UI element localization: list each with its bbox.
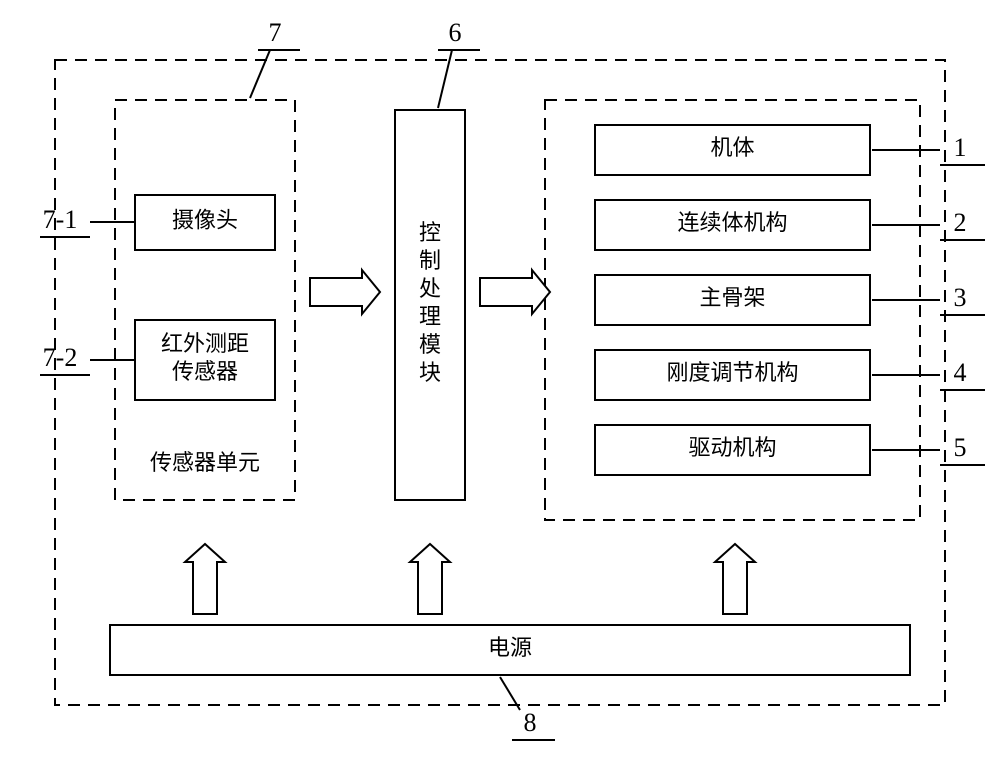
sensor-unit-box: [115, 100, 295, 500]
power-label: 电源: [488, 635, 532, 660]
callout-7-2: 7-2: [43, 343, 78, 372]
block-diagram: 摄像头红外测距传感器传感器单元 控制处理模块 机体连续体机构主骨架刚度调节机构驱动机…: [0, 0, 1000, 758]
camera-label: 摄像头: [172, 208, 238, 233]
controller-label-5: 块: [419, 360, 441, 385]
controller-label-4: 模: [419, 332, 441, 357]
sensor-unit-title: 传感器单元: [150, 450, 260, 475]
ir-label-2: 传感器: [172, 359, 238, 384]
callout-6: 6: [449, 18, 462, 47]
callout-2: 2: [954, 208, 967, 237]
flow-arrow-up: [715, 544, 755, 614]
controller-label-0: 控: [419, 220, 441, 245]
callout-1: 1: [954, 133, 967, 162]
flow-arrow-right: [480, 270, 550, 314]
ir-label-1: 红外测距: [161, 331, 249, 356]
controller-label-3: 理: [419, 304, 441, 329]
right-item-label-0: 机体: [710, 135, 754, 160]
right-item-label-4: 驱动机构: [688, 435, 776, 460]
callout-8: 8: [524, 708, 537, 737]
right-item-label-1: 连续体机构: [677, 210, 787, 235]
leader-line: [438, 50, 452, 108]
leader-line: [250, 50, 270, 98]
callout-4: 4: [954, 358, 967, 387]
callout-7: 7: [269, 18, 282, 47]
flow-arrow-up: [410, 544, 450, 614]
right-item-label-2: 主骨架: [699, 285, 765, 310]
flow-arrow-right: [310, 270, 380, 314]
controller-label-2: 处: [419, 276, 441, 301]
callout-3: 3: [954, 283, 967, 312]
callout-7-1: 7-1: [43, 205, 78, 234]
right-item-label-3: 刚度调节机构: [666, 360, 798, 385]
flow-arrow-up: [185, 544, 225, 614]
controller-label-1: 制: [419, 248, 441, 273]
callout-5: 5: [954, 433, 967, 462]
